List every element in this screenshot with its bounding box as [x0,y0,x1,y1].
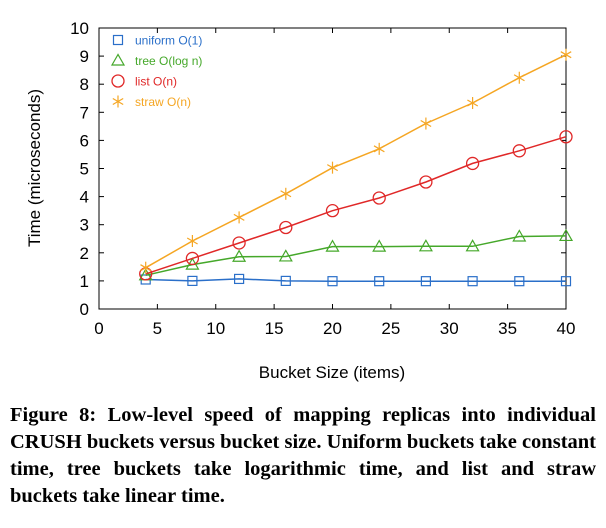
x-axis-label: Bucket Size (items) [259,363,405,382]
y-tick-label: 6 [80,131,89,150]
legend-label: list O(n) [135,75,177,89]
data-point [467,276,478,287]
data-point [232,236,246,250]
marker-stroke [233,213,245,221]
legend-item: straw O(n) [112,95,191,109]
legend-item: uniform O(1) [112,34,202,48]
legend-item: list O(n) [111,74,177,89]
data-point [560,48,572,61]
data-point [420,276,431,287]
legend-item: tree O(log n) [110,53,202,68]
legend-label: straw O(n) [135,95,191,109]
y-tick-label: 7 [80,103,89,122]
data-point [372,191,386,205]
series-line [145,278,566,282]
data-point [560,276,572,287]
data-point [327,276,338,287]
x-tick-label: 5 [153,319,162,338]
data-point [512,229,527,242]
series-star [140,48,572,274]
legend: uniform O(1) tree O(log n) list O(n) straw … [110,34,202,109]
axes: 0 1 2 3 4 5 6 7 8 9 10 0 5 10 15 20 25 30 35 40 [70,19,575,338]
figure-caption: Figure 8: Low-level speed of mapping rep… [10,404,596,507]
legend-marker [112,95,124,108]
marker-stroke [140,264,152,272]
series-triangle [138,228,574,281]
series-layer [138,48,574,287]
data-point [140,261,152,274]
x-tick-label: 25 [381,319,400,338]
data-point [374,276,385,287]
data-point [465,239,480,252]
data-point [559,130,573,144]
y-tick-label: 8 [80,75,89,94]
series-line [145,135,567,275]
marker-stroke [467,99,479,107]
marker-stroke [112,97,124,106]
data-point [185,251,200,266]
x-tick-label: 10 [206,319,225,338]
data-point [279,220,293,235]
x-tick-label: 20 [323,319,342,338]
marker-stroke [560,51,572,59]
data-point [373,142,385,155]
data-point [280,275,291,286]
data-point [514,276,525,287]
data-point [419,175,433,189]
y-axis-label: Time (microseconds) [25,89,44,247]
data-point [372,239,387,252]
data-point [465,156,480,171]
marker-stroke [373,145,385,153]
legend-marker [111,74,125,88]
x-tick-label: 40 [557,319,576,338]
series-line [145,235,567,277]
data-point [327,161,338,174]
legend-label: uniform O(1) [135,34,202,48]
data-point [512,144,526,158]
legend-marker [112,34,124,46]
data-point [233,211,245,224]
data-point [325,203,340,218]
marker-stroke [280,190,292,198]
data-point [325,239,340,252]
data-point [418,239,433,252]
y-tick-label: 0 [80,300,89,319]
data-point [186,234,198,247]
y-tick-label: 2 [80,244,89,263]
data-point [187,275,198,286]
legend-label: tree O(log n) [135,54,202,68]
series-circle [139,130,573,281]
x-tick-label: 35 [498,319,517,338]
marker-stroke [327,164,338,172]
data-point [280,187,292,200]
data-point [420,117,432,130]
legend-marker [110,53,126,66]
x-tick-label: 0 [94,319,103,338]
marker-stroke [420,120,432,128]
y-tick-label: 3 [80,216,89,235]
x-tick-label: 30 [440,319,459,338]
x-tick-label: 15 [265,319,284,338]
y-tick-label: 4 [80,188,89,207]
data-point [232,249,247,262]
series-line [145,54,567,269]
data-point [278,249,293,262]
data-point [513,71,525,84]
y-tick-label: 1 [80,272,89,291]
data-point [234,273,245,285]
y-tick-label: 10 [70,19,89,38]
marker-stroke [513,74,525,82]
line-chart: 0 1 2 3 4 5 6 7 8 9 10 0 5 10 15 20 25 30 35 40 uniform O(1… [25,19,575,382]
series-square [140,273,572,287]
y-tick-label: 5 [80,160,89,179]
data-point [467,97,479,110]
y-tick-label: 9 [80,47,89,66]
marker-stroke [186,237,198,245]
data-point [558,228,574,242]
